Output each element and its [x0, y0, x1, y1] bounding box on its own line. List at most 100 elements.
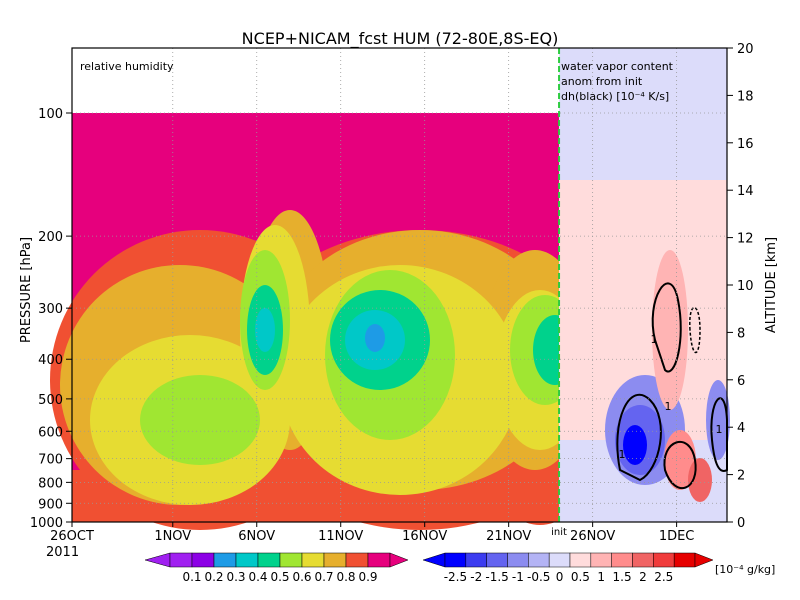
rh-colorbar-swatch-7 [323, 552, 347, 568]
anom-colorbar-swatch-6 [569, 552, 592, 568]
pressure-axis-label: PRESSURE [hPa] [19, 237, 34, 343]
left-panel-label: relative humidity [80, 60, 174, 73]
date-tick-label-3: 11NOV [318, 529, 363, 544]
pressure-tick-label-5: 600 [38, 425, 63, 440]
anom-colorbar-label-2: -1.5 [485, 570, 508, 584]
right-panel-label-0: water vapor content [561, 60, 674, 73]
anom-colorbar-swatch-5 [548, 552, 571, 568]
chart-title: NCEP+NICAM_fcst HUM (72-80E,8S-EQ) [242, 29, 559, 49]
altitude-axis-label: ALTITUDE [km] [764, 237, 779, 333]
anom-pos-col [652, 250, 688, 410]
altitude-tick-label-9: 18 [737, 89, 754, 104]
anom-pos-low2 [688, 458, 712, 502]
anom-colorbar-label-0: -2.5 [444, 570, 467, 584]
date-tick-label-1: 1NOV [154, 529, 191, 544]
rh-colorbar-swatch-5 [279, 552, 303, 568]
anom-colorbar-label-7: 1 [597, 570, 605, 584]
anom-field [559, 48, 730, 522]
rh-colorbar-label-4: 0.5 [270, 570, 289, 584]
altitude-tick-label-4: 8 [737, 326, 745, 341]
rh-colorbar-label-6: 0.7 [314, 570, 333, 584]
altitude-tick-label-6: 12 [737, 232, 754, 247]
date-tick-label-0: 26OCT [50, 529, 94, 544]
init-label: init [551, 527, 567, 538]
date-tick-label-6: 26NOV [570, 529, 615, 544]
altitude-tick-label-5: 10 [737, 279, 754, 294]
rh-colorbar-swatch-0 [169, 552, 193, 568]
rh-colorbar-swatch-9 [367, 552, 391, 568]
pressure-tick-label-1: 200 [38, 230, 63, 245]
pressure-tick-label-4: 500 [38, 393, 63, 408]
anom-colorbar-swatch-0 [444, 552, 467, 568]
rh-colorbar-swatch-6 [301, 552, 325, 568]
anom-colorbar-swatch-3 [507, 552, 529, 568]
date-tick-label-5: 21NOV [486, 529, 531, 544]
anom-colorbar-label-3: -1 [512, 570, 524, 584]
right-panel-label-2: dh(black) [10⁻⁴ K/s] [561, 90, 669, 103]
rh-above-100hpa [72, 48, 560, 113]
rh-colorbar-label-2: 0.3 [226, 570, 245, 584]
anom-colorbar-label-5: 0 [556, 570, 564, 584]
anom-colorbar-swatch-7 [590, 552, 612, 568]
rh-colorbar-swatch-3 [235, 552, 259, 568]
rh-colorbar-label-0: 0.1 [182, 570, 201, 584]
anom-colorbar-label-4: -0.5 [527, 570, 550, 584]
altitude-tick-label-2: 4 [737, 421, 745, 436]
rh-cyan-core [365, 324, 385, 352]
pressure-tick-label-0: 100 [38, 107, 63, 122]
rh-colorbar-arrow-left [144, 552, 171, 568]
dh-contour-2 [651, 282, 682, 373]
anom-colorbar-arrow-left [422, 552, 446, 568]
dh-contour-label-4: 1 [716, 423, 723, 436]
rh-colorbar-swatch-1 [191, 552, 215, 568]
anom-colorbar-label-6: 0.5 [571, 570, 590, 584]
anom-colorbar-swatch-10 [653, 552, 675, 568]
rh-colorbar-label-8: 0.9 [358, 570, 377, 584]
rh-colorbar-arrow-right [389, 552, 409, 568]
right-panel-label-1: anom from init [561, 75, 643, 88]
dh-contour-3 [663, 440, 697, 490]
altitude-tick-label-0: 0 [737, 516, 745, 531]
pressure-tick-label-8: 900 [38, 497, 63, 512]
pressure-tick-label-9: 1000 [30, 516, 63, 531]
year-label: 2011 [46, 545, 79, 560]
dh-contour-1 [616, 393, 662, 482]
rh-colorbar-label-5: 0.6 [292, 570, 311, 584]
dh-contour-label-2: 1 [665, 400, 672, 413]
altitude-tick-label-7: 14 [737, 184, 754, 199]
date-tick-label-2: 6NOV [238, 529, 275, 544]
pressure-tick-label-6: 700 [38, 453, 63, 468]
pressure-tick-label-7: 800 [38, 476, 63, 491]
rh-lime-west [140, 375, 260, 465]
anom-colorbar-label-1: -2 [470, 570, 482, 584]
anom-colorbar-swatch-2 [486, 552, 508, 568]
date-tick-label-7: 1DEC [659, 529, 695, 544]
anom-colorbar-swatch-11 [673, 552, 696, 568]
anom-colorbar-swatch-9 [632, 552, 654, 568]
anom-colorbar-swatch-4 [528, 552, 550, 568]
date-tick-label-4: 16NOV [402, 529, 447, 544]
dh-contour-label-1: 1 [651, 333, 658, 346]
rh-colorbar-label-1: 0.2 [204, 570, 223, 584]
anom-colorbar-swatch-8 [611, 552, 633, 568]
rh-colorbar-swatch-4 [257, 552, 281, 568]
altitude-tick-label-8: 16 [737, 137, 754, 152]
altitude-tick-label-1: 2 [737, 469, 745, 484]
anom-colorbar-unit: [10⁻⁴ g/kg] [715, 563, 775, 576]
anom-colorbar-label-10: 2.5 [654, 570, 673, 584]
dh-contour-label-3: 1 [619, 448, 626, 461]
pressure-tick-label-2: 300 [38, 302, 63, 317]
rh-colorbar-label-3: 0.4 [248, 570, 267, 584]
anom-colorbar-swatch-1 [465, 552, 487, 568]
rh-colorbar-swatch-8 [345, 552, 369, 568]
altitude-tick-label-3: 6 [737, 374, 745, 389]
dh-contour-neg [689, 307, 701, 353]
anom-neg-core [623, 425, 647, 465]
rh-field [50, 48, 610, 530]
anom-colorbar-arrow-right [694, 552, 714, 568]
anom-colorbar-label-8: 1.5 [613, 570, 632, 584]
anom-colorbar-label-9: 2 [639, 570, 647, 584]
rh-colorbar-label-7: 0.8 [336, 570, 355, 584]
